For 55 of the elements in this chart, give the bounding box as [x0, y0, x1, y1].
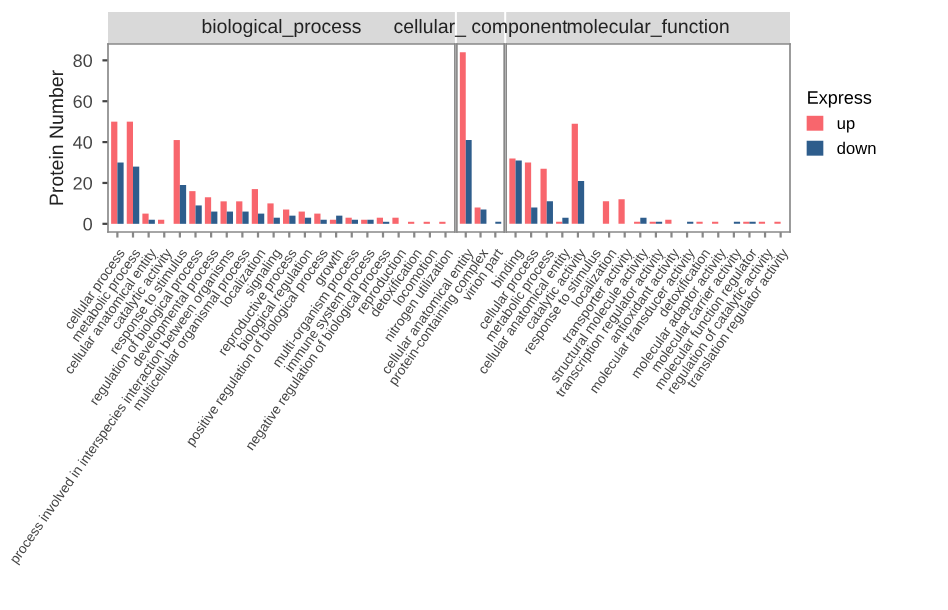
bar [142, 213, 149, 224]
bar [540, 168, 547, 224]
bar [242, 211, 249, 224]
bar [336, 215, 343, 224]
bar [220, 201, 227, 224]
bar [304, 217, 312, 224]
bar [298, 211, 305, 224]
bar [226, 211, 233, 224]
bar [577, 180, 585, 224]
bar [267, 203, 274, 224]
bar [195, 205, 202, 224]
bar [289, 215, 296, 224]
bar [258, 213, 265, 224]
bar [251, 189, 258, 224]
y-tick-label: 80 [73, 54, 93, 68]
y-tick-label: 60 [73, 95, 93, 108]
bar [236, 201, 243, 224]
bar [126, 121, 133, 224]
legend-label: up [837, 120, 855, 133]
legend-title: Express [808, 91, 872, 108]
bar [546, 201, 553, 224]
bar [111, 121, 118, 224]
chart-title: cellular_ component [394, 18, 568, 38]
bar [179, 185, 187, 224]
bar [133, 166, 140, 224]
bar [509, 158, 516, 224]
bar [273, 217, 280, 224]
bar [211, 211, 218, 224]
bar [531, 207, 538, 224]
legend-label: down [837, 141, 876, 155]
chart-title: biological_process [202, 18, 361, 38]
bar [314, 213, 321, 224]
bar [345, 217, 352, 224]
bar [515, 160, 522, 224]
bar [618, 199, 625, 224]
bar [204, 197, 212, 224]
chart-title: molecular_function [567, 18, 729, 37]
bar [283, 209, 290, 224]
bar [376, 217, 384, 224]
y-axis-title: Protein Number [48, 70, 64, 205]
bar [640, 217, 647, 224]
bar [392, 217, 399, 224]
bar [474, 207, 481, 224]
bar [189, 191, 196, 224]
y-tick-label: 20 [73, 176, 93, 190]
bar [117, 162, 124, 224]
bar [602, 201, 610, 224]
bar [465, 140, 472, 224]
bar [524, 162, 532, 224]
bar [562, 217, 569, 224]
bar [459, 52, 466, 224]
bar [571, 123, 578, 224]
bar [173, 140, 180, 224]
y-tick-label: 0 [83, 217, 93, 231]
y-tick-label: 40 [73, 136, 93, 149]
